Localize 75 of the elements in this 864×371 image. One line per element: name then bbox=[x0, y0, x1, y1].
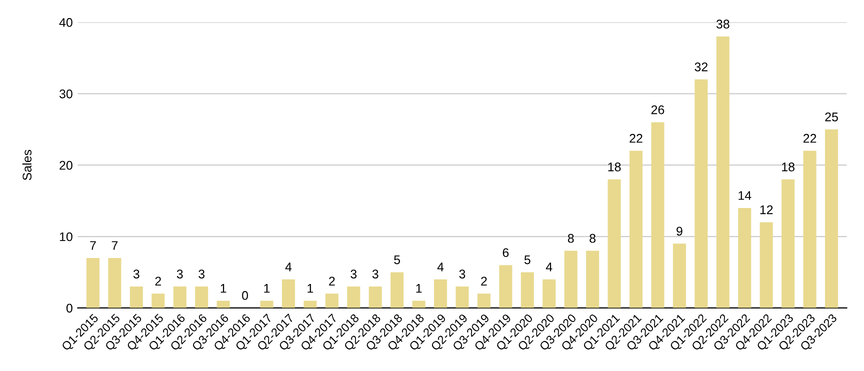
bar bbox=[152, 294, 165, 308]
data-label: 7 bbox=[90, 241, 96, 250]
data-label: 1 bbox=[264, 284, 270, 293]
bar bbox=[260, 300, 274, 308]
bar bbox=[630, 150, 643, 308]
bar bbox=[86, 258, 100, 308]
bar bbox=[782, 179, 795, 308]
data-label: 14 bbox=[738, 191, 752, 200]
bar bbox=[434, 279, 448, 308]
data-label: 8 bbox=[568, 234, 574, 243]
data-label: 2 bbox=[481, 276, 487, 286]
data-label: 1 bbox=[308, 284, 314, 293]
bar bbox=[520, 272, 534, 308]
bar bbox=[304, 300, 317, 308]
bar bbox=[499, 265, 512, 308]
bar bbox=[130, 286, 143, 308]
bar bbox=[542, 279, 556, 308]
y-tick-label: 10 bbox=[60, 232, 72, 242]
data-label: 1 bbox=[220, 284, 226, 293]
data-label: 0 bbox=[242, 291, 248, 300]
data-label: 3 bbox=[133, 270, 140, 278]
data-label: 12 bbox=[760, 205, 773, 214]
y-tick-label: 40 bbox=[59, 18, 72, 27]
data-label: 4 bbox=[437, 262, 444, 272]
bar bbox=[173, 286, 186, 308]
data-label: 26 bbox=[651, 105, 664, 114]
data-label: 38 bbox=[716, 20, 730, 29]
data-label: 22 bbox=[803, 134, 816, 143]
data-label: 1 bbox=[416, 284, 422, 293]
data-label: 9 bbox=[676, 226, 682, 236]
y-tick-label: 0 bbox=[66, 304, 72, 313]
data-label: 3 bbox=[350, 270, 357, 278]
data-label: 3 bbox=[198, 270, 204, 278]
bar bbox=[803, 150, 816, 308]
data-label: 32 bbox=[694, 62, 708, 72]
bar bbox=[564, 250, 578, 308]
data-label: 2 bbox=[329, 276, 335, 286]
bar bbox=[760, 222, 773, 308]
data-label: 6 bbox=[502, 248, 509, 258]
data-label: 4 bbox=[285, 262, 292, 272]
bar bbox=[716, 36, 730, 308]
bar bbox=[586, 250, 600, 308]
bar bbox=[412, 300, 426, 308]
bar bbox=[347, 286, 360, 308]
data-label: 18 bbox=[608, 162, 621, 172]
bar bbox=[195, 286, 208, 308]
y-axis-title: Sales bbox=[22, 150, 32, 180]
bar bbox=[216, 300, 230, 308]
data-label: 3 bbox=[176, 270, 183, 278]
data-label: 5 bbox=[524, 255, 530, 264]
bar bbox=[456, 286, 469, 308]
data-label: 3 bbox=[459, 270, 466, 278]
bar bbox=[282, 279, 295, 308]
bar bbox=[477, 294, 490, 308]
data-label: 22 bbox=[630, 134, 642, 143]
bar bbox=[108, 258, 122, 308]
bar bbox=[825, 129, 838, 308]
y-tick-label: 20 bbox=[60, 160, 72, 170]
bar bbox=[325, 294, 338, 308]
data-label: 7 bbox=[112, 241, 118, 250]
bar bbox=[368, 286, 382, 308]
bar bbox=[738, 208, 752, 308]
bar bbox=[672, 244, 686, 308]
bar bbox=[694, 79, 708, 308]
bar bbox=[608, 179, 621, 308]
data-label: 18 bbox=[782, 162, 794, 172]
data-label: 3 bbox=[372, 270, 378, 278]
data-label: 2 bbox=[155, 276, 161, 286]
bar bbox=[651, 122, 664, 308]
bar bbox=[390, 272, 404, 308]
data-label: 4 bbox=[546, 262, 552, 272]
data-label: 25 bbox=[825, 112, 838, 122]
data-label: 5 bbox=[394, 255, 400, 264]
data-label: 8 bbox=[590, 234, 596, 243]
y-tick-label: 30 bbox=[59, 89, 72, 98]
